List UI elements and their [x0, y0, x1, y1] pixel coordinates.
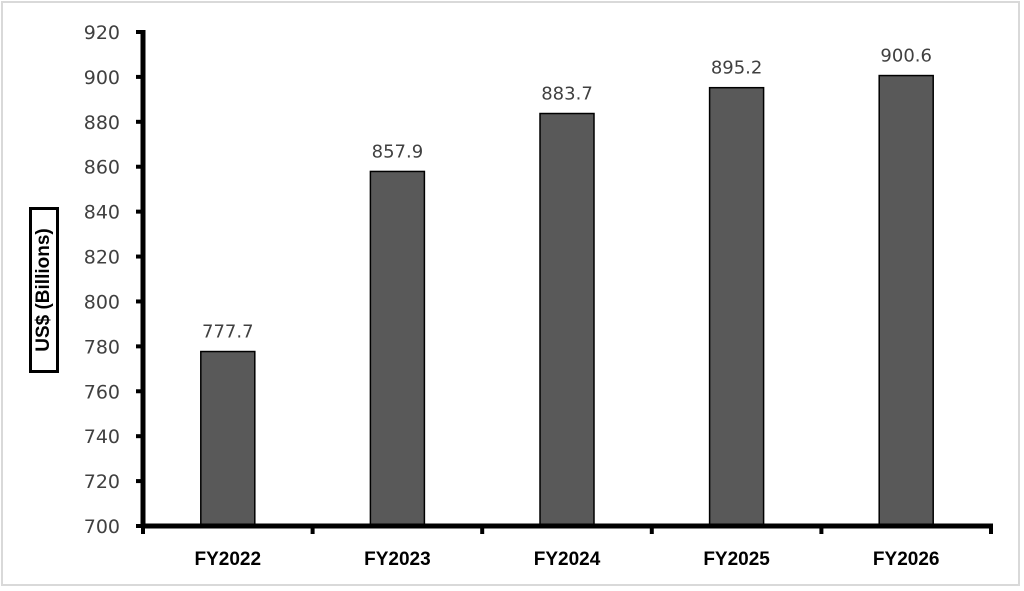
y-tick-label: 800 — [84, 291, 120, 313]
y-tick-label: 860 — [84, 157, 120, 179]
y-axis-label: US$ (Billions) — [33, 228, 54, 352]
y-tick-label: 900 — [84, 67, 120, 89]
y-tick-label: 720 — [84, 471, 120, 493]
bars: 777.7 857.9 883.7 895.2 900.6 — [200, 46, 934, 527]
x-category-label: FY2026 — [873, 549, 940, 570]
data-label: 900.6 — [880, 46, 932, 67]
bar-fy2022 — [200, 350, 256, 527]
y-tick-label: 920 — [84, 22, 120, 44]
bar-fy2026 — [878, 74, 934, 527]
y-tick-label: 760 — [84, 381, 120, 403]
y-tick-label: 880 — [84, 112, 120, 134]
y-tick-label: 700 — [84, 516, 120, 538]
y-tick-label: 780 — [84, 336, 120, 358]
x-category-label: FY2022 — [195, 549, 262, 570]
y-axis-ticks: 700 720 740 760 780 800 820 840 860 880 900 920 — [84, 22, 143, 538]
x-category-label: FY2024 — [534, 549, 601, 570]
data-label: 857.9 — [372, 141, 424, 162]
data-label: 777.7 — [202, 322, 254, 343]
y-tick-label: 840 — [84, 202, 120, 224]
bar-fy2025 — [708, 86, 765, 527]
y-axis-label-box: US$ (Billions) — [29, 207, 59, 373]
x-axis-ticks: FY2022 FY2023 FY2024 FY2025 FY2026 — [141, 526, 993, 570]
bar-fy2024 — [539, 112, 595, 527]
data-label: 895.2 — [711, 58, 763, 79]
data-label: 883.7 — [541, 84, 593, 105]
bar-fy2023 — [369, 170, 426, 527]
y-tick-label: 820 — [84, 247, 120, 269]
x-category-label: FY2023 — [364, 549, 431, 570]
x-category-label: FY2025 — [703, 549, 770, 570]
y-tick-label: 740 — [84, 426, 120, 448]
